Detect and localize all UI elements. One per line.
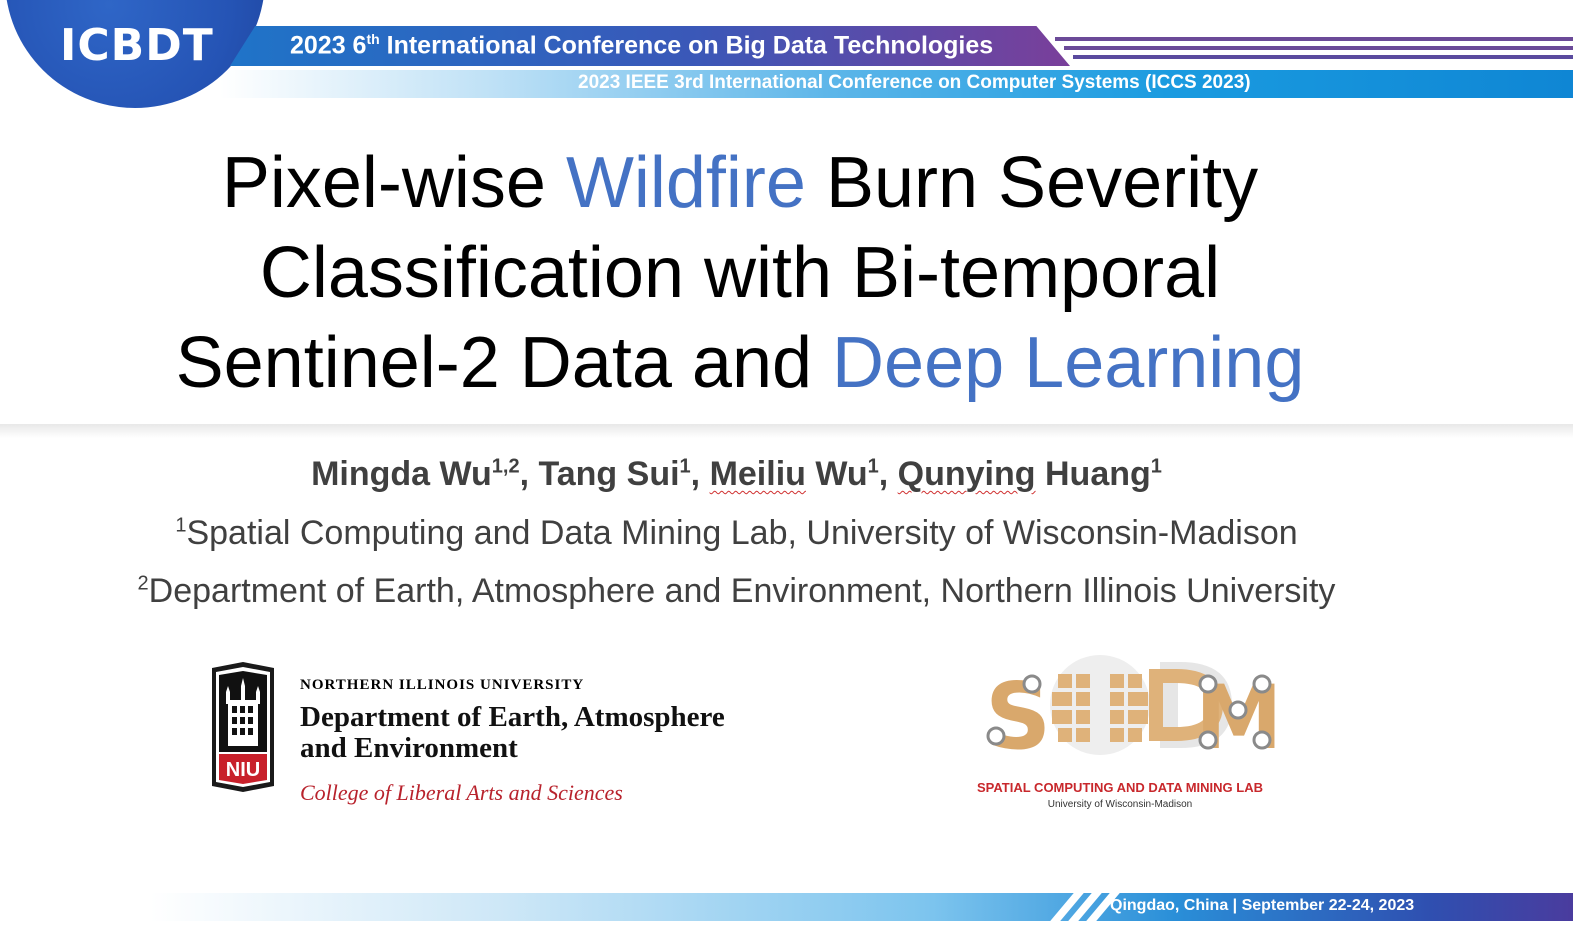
scdm-lab-logo: S M: [985, 655, 1280, 760]
header-stripe: [1064, 46, 1573, 50]
niu-university-name: NORTHERN ILLINOIS UNIVERSITY: [300, 677, 585, 693]
niu-department: Department of Earth, Atmosphere and Envi…: [300, 702, 820, 764]
scdm-letter-s: S: [985, 663, 1051, 760]
author-list: Mingda Wu1,2, Tang Sui1, Meiliu Wu1, Qun…: [311, 455, 1162, 493]
affiliation-2: 2Department of Earth, Atmosphere and Env…: [137, 572, 1336, 610]
niu-shield-logo: NIU: [212, 662, 274, 792]
title-line-3: Sentinel-2 Data and Deep Learning: [175, 323, 1305, 403]
title-line-1: Pixel-wise Wildfire Burn Severity: [221, 143, 1259, 223]
niu-department-line-2: and Environment: [300, 732, 518, 764]
icbdt-logo-text: ICBDT: [60, 20, 214, 71]
slide-title: Pixel-wise Wildfire Burn Severity Classi…: [0, 138, 1480, 408]
header-stripe: [1055, 37, 1573, 41]
niu-college: College of Liberal Arts and Sciences: [300, 780, 623, 805]
niu-shield-text: NIU: [226, 759, 260, 781]
secondary-conference-band: [220, 70, 1573, 98]
scdm-university: University of Wisconsin-Madison: [1047, 799, 1193, 810]
footer-band: [150, 893, 1573, 921]
header-stripe: [1073, 55, 1573, 59]
title-divider: [0, 424, 1573, 438]
title-line-2: Classification with Bi-temporal: [259, 233, 1221, 313]
footer-location-date: Qingdao, China | September 22-24, 2023: [1110, 897, 1415, 914]
affiliation-1: 1Spatial Computing and Data Mining Lab, …: [175, 514, 1298, 552]
secondary-conference-title: 2023 IEEE 3rd International Conference o…: [578, 72, 1251, 93]
scdm-lab-name: SPATIAL COMPUTING AND DATA MINING LAB: [977, 780, 1263, 795]
conference-band: [230, 26, 1070, 66]
niu-department-line-1: Department of Earth, Atmosphere: [300, 701, 725, 733]
conference-title: 2023 6th International Conference on Big…: [290, 31, 994, 60]
